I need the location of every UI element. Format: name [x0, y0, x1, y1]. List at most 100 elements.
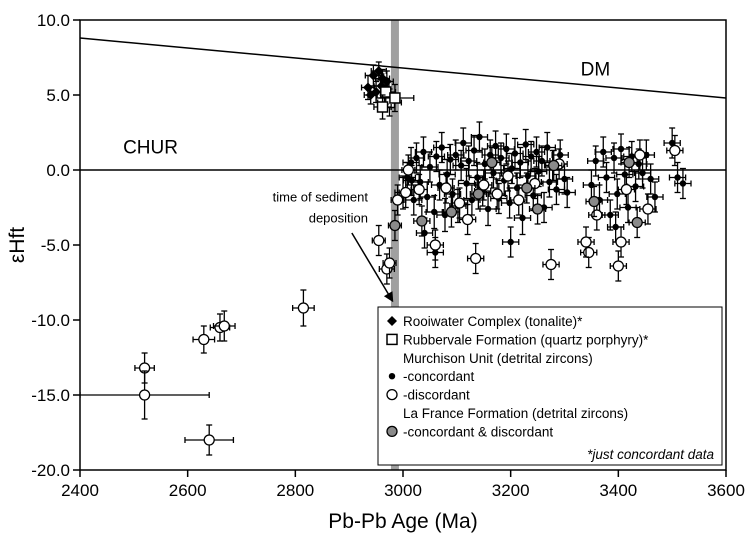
series — [373, 79, 415, 120]
data-point — [548, 159, 560, 172]
data-point — [545, 258, 557, 271]
legend-marker — [386, 388, 398, 401]
data-point — [531, 203, 544, 215]
data-point — [429, 239, 441, 251]
data-point — [198, 333, 210, 346]
data-point — [612, 260, 624, 272]
x-tick-label: 3200 — [492, 481, 530, 500]
legend-marker — [386, 333, 398, 346]
data-point — [591, 209, 603, 221]
data-point — [647, 175, 654, 183]
data-point — [460, 139, 467, 147]
data-point — [445, 206, 458, 218]
y-tick-label: -10.0 — [31, 311, 70, 330]
data-point — [453, 197, 466, 209]
data-point — [433, 153, 440, 160]
data-point — [472, 188, 485, 200]
data-point — [668, 139, 676, 147]
data-point — [535, 168, 542, 175]
data-point — [421, 229, 428, 237]
data-point — [452, 151, 459, 159]
chur-label: CHUR — [123, 138, 178, 159]
data-point — [420, 148, 427, 156]
y-tick-label: 0.0 — [46, 161, 70, 180]
data-point — [203, 434, 215, 446]
data-point — [615, 236, 627, 248]
data-point — [507, 238, 514, 246]
data-point — [376, 101, 389, 113]
data-point — [502, 170, 514, 182]
data-point — [297, 302, 310, 314]
legend-label: -concordant — [403, 369, 475, 384]
axes: 2400 2600 2800 3000 3200 3400 3600 10.0 5.0 0.0 -5… — [31, 11, 745, 500]
data-point — [465, 157, 472, 165]
data-point — [391, 194, 404, 206]
data-point — [508, 165, 515, 172]
data-point — [651, 193, 659, 201]
data-point — [634, 149, 646, 161]
x-axis-label: Pb-Pb Age (Ma) — [328, 510, 477, 533]
data-point — [511, 150, 519, 157]
data-point — [470, 147, 478, 154]
data-point — [424, 193, 431, 201]
data-point — [620, 183, 633, 196]
data-point — [607, 211, 614, 219]
deposition-band — [390, 20, 399, 470]
data-point — [544, 144, 551, 151]
data-point — [538, 157, 546, 165]
data-point — [583, 246, 595, 259]
data-series — [80, 61, 692, 456]
data-point — [363, 82, 374, 93]
data-point — [592, 157, 599, 165]
data-point — [470, 252, 482, 265]
data-point — [527, 153, 535, 160]
data-point — [563, 189, 571, 196]
legend-label: -concordant & discordant — [403, 424, 553, 439]
data-point — [457, 162, 465, 169]
data-point — [400, 186, 412, 199]
legend-label: Murchison Unit (detrital zircons) — [403, 351, 593, 366]
dm-label: DM — [581, 60, 611, 81]
data-point — [521, 182, 533, 194]
data-point — [484, 205, 492, 213]
data-point — [603, 174, 610, 181]
data-point — [461, 213, 474, 226]
data-point — [383, 257, 396, 269]
legend-label: Rooiwater Complex (tonalite)* — [403, 314, 583, 329]
x-tick-label: 2600 — [169, 481, 207, 500]
data-point — [580, 236, 592, 248]
data-point — [408, 177, 415, 184]
data-point — [617, 145, 625, 153]
legend-label: -discordant — [403, 388, 470, 403]
data-point — [440, 182, 452, 194]
legend-box — [377, 306, 723, 466]
data-point — [410, 196, 417, 204]
data-point — [416, 215, 428, 227]
annotation-arrow — [351, 232, 394, 303]
dm-line — [80, 37, 726, 99]
data-point — [588, 195, 600, 208]
data-point — [669, 144, 681, 157]
y-tick-label: -5.0 — [41, 236, 70, 255]
data-point — [381, 76, 392, 87]
data-point — [413, 154, 420, 162]
data-point — [623, 156, 635, 169]
annotation-line1: time of sediment — [273, 190, 369, 205]
data-point — [426, 163, 434, 171]
data-point — [519, 214, 526, 222]
data-point — [478, 179, 490, 191]
data-point — [631, 216, 643, 229]
legend-note: *just concordant data — [587, 447, 714, 462]
annotation-line2: deposition — [309, 211, 368, 226]
data-point — [468, 196, 476, 204]
data-point — [438, 144, 445, 151]
data-point — [513, 194, 525, 206]
data-point — [639, 169, 646, 177]
data-point — [517, 159, 524, 166]
data-point — [522, 141, 529, 148]
y-tick-label: 5.0 — [46, 86, 70, 105]
legend: Rooiwater Complex (tonalite)* Rubbervale … — [377, 306, 723, 466]
data-point — [679, 180, 687, 187]
legend-marker — [386, 425, 398, 438]
